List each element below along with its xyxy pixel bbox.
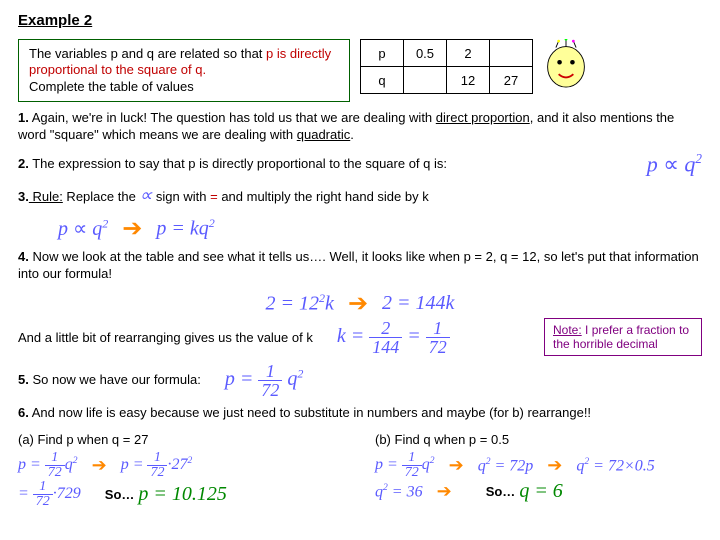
step-num: 2. xyxy=(18,156,29,171)
t: And now life is easy because we just nee… xyxy=(29,405,591,420)
num: 1 xyxy=(258,362,282,381)
cell: 27 xyxy=(490,67,533,94)
answer: p = 10.125 xyxy=(138,483,227,506)
den: 72 xyxy=(426,338,450,356)
t: Now we look at the table and see what it… xyxy=(18,249,699,281)
note-box: Note: I prefer a fraction to the horribl… xyxy=(544,318,702,357)
num: 1 xyxy=(426,319,450,338)
equation: q2 = 72p xyxy=(478,456,534,475)
equation: 2 = 122k xyxy=(266,291,334,316)
t: Again, we're in luck! The question has t… xyxy=(29,110,436,125)
equation: 2 = 144k xyxy=(382,292,454,315)
step-4-eq: 2 = 122k ➔ 2 = 144k xyxy=(18,289,702,318)
step-2: 2. The expression to say that p is direc… xyxy=(18,150,702,179)
values-table: p 0.5 2 q 12 27 xyxy=(360,39,533,94)
step-3-eq: p ∝ q2 ➔ p = kq2 xyxy=(58,214,702,243)
cell xyxy=(404,67,447,94)
u: quadratic xyxy=(297,127,350,142)
cell: q xyxy=(361,67,404,94)
arrow-icon: ➔ xyxy=(547,455,562,476)
equation: p = 172q2 xyxy=(375,451,435,480)
cell: 12 xyxy=(447,67,490,94)
note-h: Note: xyxy=(553,323,582,337)
t: and multiply the right hand side by k xyxy=(221,189,428,204)
question-b: (b) Find q when p = 0.5 p = 172q2 ➔ q2 =… xyxy=(375,428,702,509)
answer: q = 6 xyxy=(519,480,563,503)
problem-statement: The variables p and q are related so tha… xyxy=(18,39,350,102)
step-4: 4. Now we look at the table and see what… xyxy=(18,249,702,283)
so: So… xyxy=(105,487,135,502)
top-row: The variables p and q are related so tha… xyxy=(18,39,702,102)
step-5: 5. So now we have our formula: p = 172 q… xyxy=(18,362,702,399)
arrow-icon: ➔ xyxy=(449,455,464,476)
step-num: 5. xyxy=(18,372,29,387)
so: So… xyxy=(486,484,516,499)
prop-symbol: ∝ xyxy=(139,185,152,205)
t: . xyxy=(350,127,354,142)
problem-l1b: p xyxy=(266,46,273,61)
arrow-icon: ➔ xyxy=(437,481,452,502)
step-num: 6. xyxy=(18,405,29,420)
arrow-icon: ➔ xyxy=(348,289,368,318)
equation: p = 172 q2 xyxy=(225,362,304,399)
arrow-icon: ➔ xyxy=(92,455,107,476)
cell: 2 xyxy=(447,40,490,67)
t: And a little bit of rearranging gives us… xyxy=(18,330,313,345)
t: So now we have our formula: xyxy=(29,372,201,387)
den: 72 xyxy=(258,381,282,399)
equation: k = 2144 = 172 xyxy=(337,319,450,356)
equals: = xyxy=(210,189,221,204)
cell: p xyxy=(361,40,404,67)
rule: Rule: xyxy=(29,189,63,204)
u: direct proportion xyxy=(436,110,530,125)
question-a: (a) Find p when q = 27 p = 172q2 ➔ p = 1… xyxy=(18,428,345,509)
t: The expression to say that p is directly… xyxy=(29,156,447,171)
equation: p = 172·272 xyxy=(121,451,193,480)
step-6: 6. And now life is easy because we just … xyxy=(18,405,702,422)
table-row: p 0.5 2 xyxy=(361,40,533,67)
equation: p ∝ q2 xyxy=(647,150,702,179)
step-num: 4. xyxy=(18,249,29,264)
step-4b: And a little bit of rearranging gives us… xyxy=(18,318,702,357)
num: 2 xyxy=(369,319,402,338)
step-num: 1. xyxy=(18,110,29,125)
table-row: q 12 27 xyxy=(361,67,533,94)
t: sign with xyxy=(152,189,210,204)
equation: q2 = 36 xyxy=(375,482,423,501)
cell: 0.5 xyxy=(404,40,447,67)
q: (a) Find p when q = 27 xyxy=(18,432,345,447)
equation: p = 172q2 xyxy=(18,451,78,480)
cell xyxy=(490,40,533,67)
equation: q2 = 72×0.5 xyxy=(576,456,654,475)
equation: p ∝ q2 xyxy=(58,216,108,241)
smiley-icon xyxy=(543,39,589,91)
problem-l1a: The variables p and q are related so tha… xyxy=(29,46,266,61)
problem-l3: Complete the table of values xyxy=(29,79,339,95)
sub-questions: (a) Find p when q = 27 p = 172q2 ➔ p = 1… xyxy=(18,428,702,509)
example-title: Example 2 xyxy=(18,12,702,29)
step-3: 3. Rule: Replace the ∝ sign with = and m… xyxy=(18,184,702,207)
t: Replace the xyxy=(63,189,140,204)
step-1: 1. Again, we're in luck! The question ha… xyxy=(18,110,702,144)
q: (b) Find q when p = 0.5 xyxy=(375,432,702,447)
equation: p = kq2 xyxy=(156,216,214,241)
step-num: 3. xyxy=(18,189,29,204)
den: 144 xyxy=(369,338,402,356)
arrow-icon: ➔ xyxy=(122,214,142,243)
equation: = 172·729 xyxy=(18,480,81,509)
